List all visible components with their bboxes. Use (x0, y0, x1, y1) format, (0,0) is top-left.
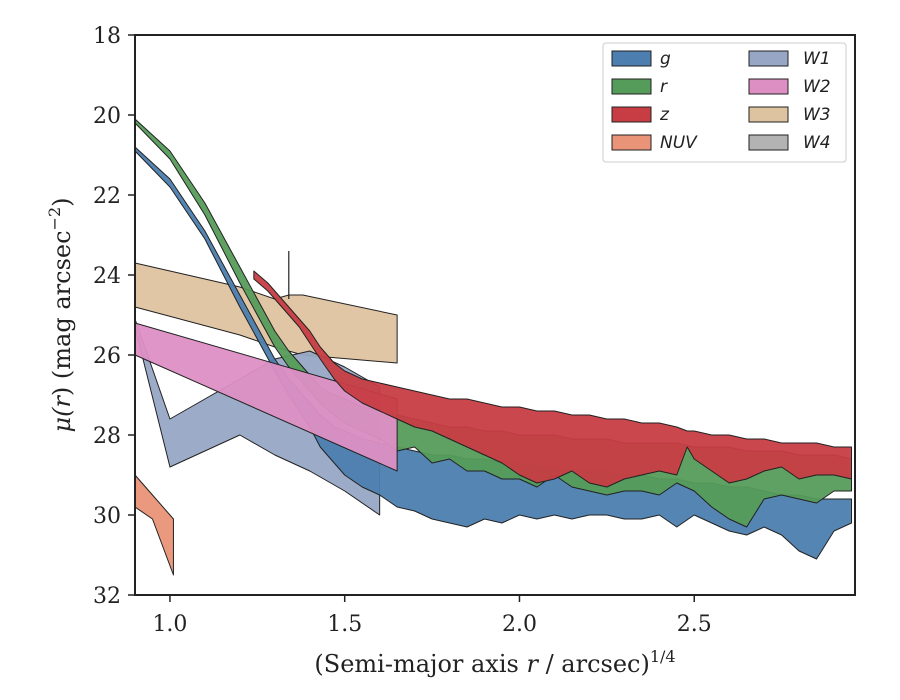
y-tick-label: 20 (93, 104, 121, 129)
legend-label-g: g (660, 49, 671, 69)
series-z-band (253, 270, 853, 488)
legend-label-w2: W2 (803, 77, 831, 97)
y-tick-label: 26 (93, 344, 121, 369)
legend-label-w4: W4 (803, 133, 831, 153)
y-tick-label: 18 (93, 24, 121, 49)
series-nuv-band (134, 474, 174, 576)
y-axis-label: μ(r) (mag arcsec−2) (45, 197, 76, 432)
series-layer (134, 118, 853, 576)
x-tick-label: 1.0 (152, 612, 187, 637)
legend-swatch-z (611, 106, 652, 123)
x-tick-label: 1.5 (327, 612, 362, 637)
y-tick-label: 22 (93, 184, 121, 209)
legend-label-w1: W1 (803, 49, 831, 69)
legend-swatch-w2 (748, 78, 789, 95)
y-axis-ticks: 18 20 22 24 26 28 30 32 (93, 24, 135, 609)
x-axis-label: (Semi-major axis r / arcsec)1/4 (314, 647, 675, 678)
legend-box (602, 42, 847, 163)
legend-swatch-w1 (748, 50, 789, 67)
legend-swatch-nuv (611, 134, 652, 151)
y-tick-label: 32 (93, 584, 121, 609)
legend-label-r: r (660, 77, 668, 97)
y-tick-label: 24 (93, 264, 121, 289)
x-tick-label: 2.0 (502, 612, 537, 637)
legend-label-z: z (659, 105, 670, 125)
axes-frame (134, 34, 856, 596)
legend-swatch-r (611, 78, 652, 95)
legend: grz NUV W1 W2 W3 W4 (602, 42, 847, 163)
x-tick-label: 2.5 (677, 612, 712, 637)
legend-swatch-g (611, 50, 652, 67)
y-tick-label: 28 (93, 424, 121, 449)
legend-swatch-w3 (748, 106, 789, 123)
legend-swatch-w4 (748, 134, 789, 151)
x-axis-ticks: 1.0 1.5 2.0 2.5 (152, 595, 712, 637)
legend-label-nuv: NUV (660, 133, 698, 153)
legend-label-w3: W3 (803, 105, 831, 125)
y-tick-label: 30 (93, 504, 121, 529)
